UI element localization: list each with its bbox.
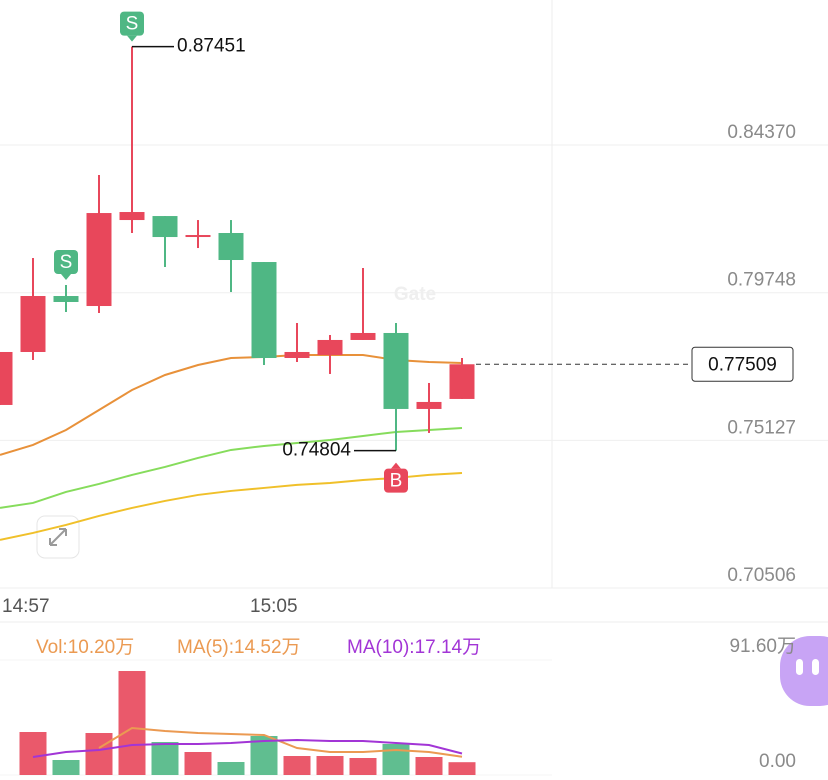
volume-tick-label: 91.60万 <box>729 636 796 657</box>
y-tick-label: 0.84370 <box>727 122 796 143</box>
signal-label: S <box>60 252 73 273</box>
volume-bar <box>415 756 443 775</box>
legend-entry: Vol:10.20万 <box>36 637 134 658</box>
volume-bar <box>52 759 80 775</box>
signal-badge <box>384 468 408 493</box>
candle-body <box>86 213 112 307</box>
volume-bar <box>349 758 377 775</box>
candle-body <box>416 401 442 409</box>
floating-assistant[interactable] <box>780 636 828 706</box>
candle-body <box>20 296 46 352</box>
volume-bar <box>382 744 410 775</box>
candle-body <box>119 212 145 221</box>
volume-ma-line <box>32 738 463 758</box>
candle-body <box>317 339 343 355</box>
legend-entry: MA(10):17.14万 <box>347 637 481 658</box>
volume-bar <box>85 733 113 775</box>
candle-body <box>383 332 409 409</box>
signal-badge <box>120 11 144 36</box>
assistant-eye <box>812 659 819 675</box>
candle-body <box>0 351 13 405</box>
last-price-label: 0.77509 <box>708 354 777 375</box>
candle-body <box>449 364 475 399</box>
y-tick-label: 0.79748 <box>727 270 796 291</box>
volume-bar <box>19 732 47 775</box>
candle-body <box>218 233 244 261</box>
x-tick-label: 15:05 <box>250 596 298 617</box>
signal-pointer <box>391 462 401 469</box>
assistant-bubble[interactable] <box>780 636 828 706</box>
watermark: Gate <box>394 284 436 305</box>
candle-body <box>53 296 79 302</box>
assistant-eye <box>796 659 803 675</box>
candle-body <box>152 216 178 238</box>
last-price-box <box>691 346 794 382</box>
signal-pointer <box>127 35 137 42</box>
legend-entry: MA(5):14.52万 <box>177 637 301 658</box>
volume-bar <box>283 756 311 775</box>
volume-bar <box>448 762 476 775</box>
max-label: 0.87451 <box>177 36 246 57</box>
y-tick-label: 0.75127 <box>727 417 796 438</box>
y-tick-label: 0.70506 <box>727 565 796 586</box>
volume-bar <box>184 752 212 775</box>
signal-label: S <box>126 14 139 35</box>
volume-bar <box>217 762 245 775</box>
min-label: 0.74804 <box>282 440 351 461</box>
volume-tick-label: 0.00 <box>759 751 796 772</box>
volume-bar <box>151 742 179 775</box>
candle-body <box>251 262 277 358</box>
expand-icon <box>49 528 67 546</box>
candle-body <box>284 351 310 358</box>
signal-badge <box>54 249 78 274</box>
signal-pointer <box>61 273 71 280</box>
candle-body <box>185 235 211 238</box>
candle-body <box>350 332 376 340</box>
x-tick-label: 14:57 <box>2 596 50 617</box>
expand-button[interactable] <box>36 515 80 559</box>
signal-label: B <box>390 471 403 492</box>
volume-bar <box>118 670 146 775</box>
volume-bar <box>316 756 344 775</box>
ma-line <box>0 426 463 509</box>
